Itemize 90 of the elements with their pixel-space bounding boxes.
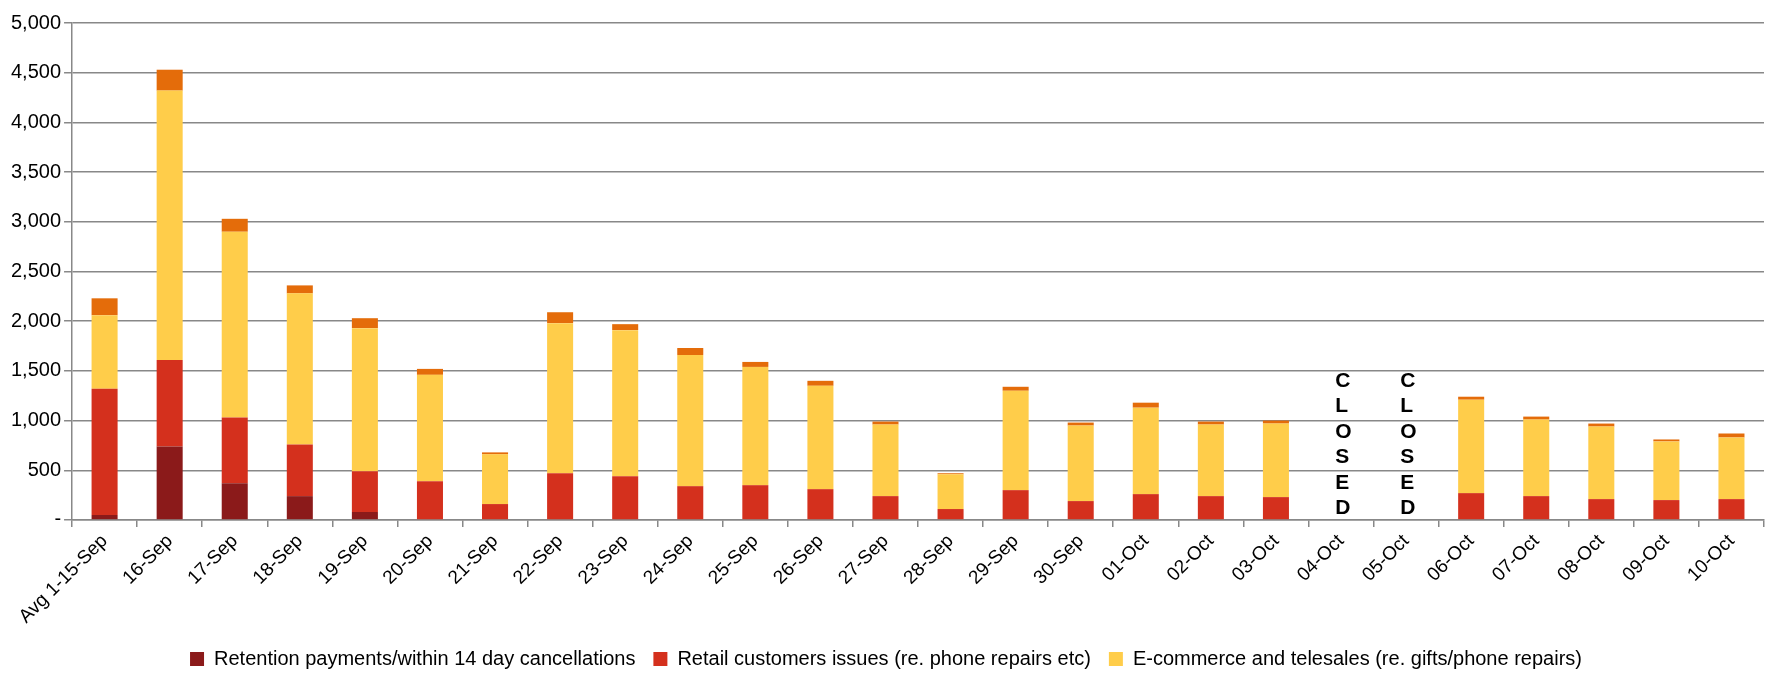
bar [1132, 407, 1159, 495]
y-tick-label: - [54, 507, 62, 530]
bar [807, 385, 834, 490]
bar [91, 388, 118, 515]
bar [1653, 500, 1680, 520]
bar [1002, 390, 1029, 491]
bar [1197, 421, 1224, 425]
bar [416, 481, 443, 520]
bar [742, 366, 769, 486]
legend-label: Retention payments/within 14 day cancellations [214, 646, 636, 669]
bar [1588, 423, 1615, 427]
bar [416, 368, 443, 375]
bar [742, 485, 769, 520]
bar [1262, 497, 1289, 520]
bar [872, 424, 899, 497]
bar [1067, 501, 1094, 520]
bar [1002, 386, 1029, 391]
bar [1588, 499, 1615, 520]
bar [1588, 426, 1615, 500]
bar [416, 374, 443, 482]
bar [221, 417, 248, 484]
bar [612, 476, 639, 520]
bar [872, 496, 899, 520]
bar [286, 496, 313, 520]
bar [1132, 402, 1159, 408]
bar [1458, 399, 1485, 494]
bar [1653, 441, 1680, 501]
y-tick-label: 1,500 [10, 358, 62, 381]
bar [351, 318, 378, 329]
bar [677, 486, 704, 520]
bar [1197, 424, 1224, 497]
bar [807, 380, 834, 386]
bar [286, 293, 313, 445]
bar [91, 515, 118, 520]
bar [91, 315, 118, 389]
bar [1197, 496, 1224, 520]
y-tick-label: 4,500 [10, 60, 62, 83]
bar [547, 323, 574, 474]
y-tick-label: 1,000 [10, 408, 62, 431]
bar [156, 446, 183, 520]
bar [547, 312, 574, 324]
y-tick-label: 500 [27, 457, 62, 480]
annotation: CLOSED [1335, 367, 1352, 520]
bar [286, 444, 313, 497]
bar [937, 474, 964, 510]
bar [612, 324, 639, 331]
bar [872, 421, 899, 425]
bar [1067, 422, 1094, 426]
bar [1523, 419, 1550, 497]
bar [547, 473, 574, 520]
bar [482, 504, 509, 520]
bar [482, 454, 509, 505]
bar [677, 354, 704, 487]
bar [351, 512, 378, 520]
legend-label: Retail customers issues (re. phone repairs etc) [677, 646, 1091, 669]
y-tick-label: 2,000 [10, 308, 62, 331]
y-tick-label: 5,000 [10, 10, 62, 33]
bar [1458, 396, 1485, 400]
bar [221, 483, 248, 520]
bar [1718, 437, 1745, 500]
bar [742, 361, 769, 367]
bar [1262, 423, 1289, 498]
bar [1718, 433, 1745, 438]
y-tick-label: 4,000 [10, 109, 62, 132]
bar [1458, 493, 1485, 520]
bar [156, 90, 183, 360]
bar [1262, 420, 1289, 424]
bar [91, 298, 118, 316]
bar [1002, 490, 1029, 520]
bar [807, 489, 834, 520]
bar [286, 285, 313, 294]
y-tick-label: 3,500 [10, 159, 62, 182]
bar [221, 231, 248, 418]
y-tick-label: 3,000 [10, 209, 62, 232]
bar [1523, 416, 1550, 420]
bar [1132, 494, 1159, 520]
bar [351, 328, 378, 472]
bar [677, 348, 704, 355]
bar [156, 69, 183, 91]
bar [937, 509, 964, 520]
bar [156, 359, 183, 447]
bar [1523, 496, 1550, 520]
annotation: CLOSED [1400, 367, 1417, 520]
bar [351, 471, 378, 513]
bar [612, 330, 639, 477]
y-tick-label: 2,500 [10, 259, 62, 281]
bar [221, 218, 248, 232]
bar [1718, 499, 1745, 520]
legend-label: E-commerce and telesales (re. gifts/phone repairs) [1132, 646, 1582, 669]
bar [1067, 425, 1094, 502]
